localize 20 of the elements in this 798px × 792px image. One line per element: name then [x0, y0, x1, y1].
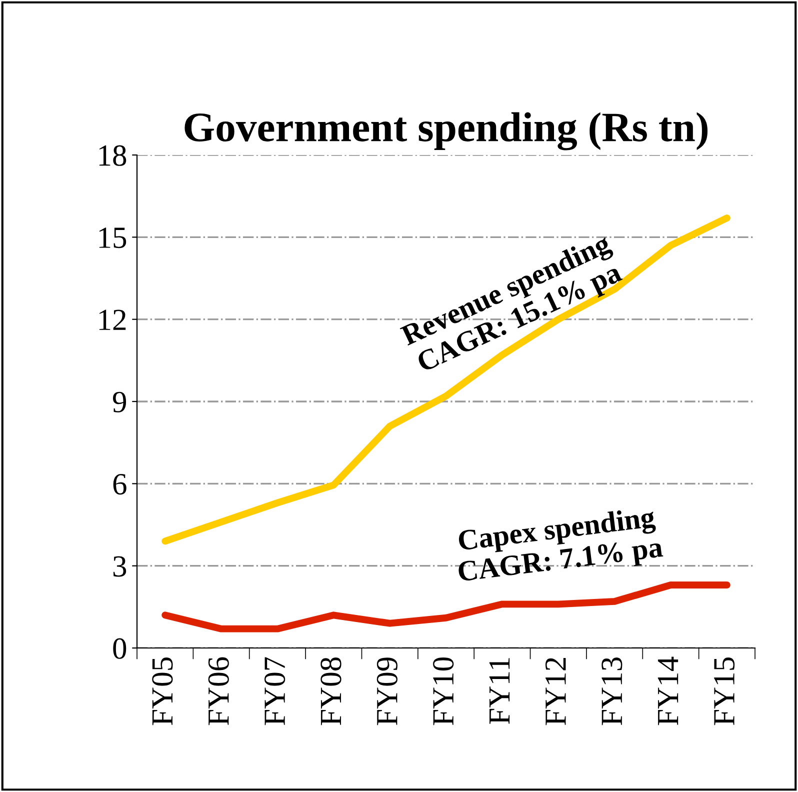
x-tick-label: FY11: [489, 658, 510, 724]
x-tick-label: FY13: [602, 658, 622, 726]
y-tick-label: 6: [113, 474, 126, 495]
x-tick-label: FY08: [320, 657, 342, 726]
chart-title: Government spending (Rs tn): [184, 112, 708, 150]
y-tick-label: 18: [99, 145, 126, 166]
y-tick-label: 9: [112, 392, 126, 412]
x-tick-label: FY05: [152, 658, 173, 726]
x-tick-label: FY14: [658, 656, 678, 726]
y-tick-label: 3: [113, 556, 126, 577]
y-tick-label: 0: [113, 638, 126, 659]
y-tick-label: 12: [99, 310, 126, 330]
annotation: Capex spending CAGR: 7.1% pa: [458, 506, 664, 588]
x-tick-label: FY12: [545, 658, 566, 726]
x-tick-label: FY10: [433, 657, 454, 726]
y-tick-label: 15: [99, 228, 126, 248]
x-tick-label: FY07: [264, 657, 286, 726]
x-tick-label: FY06: [208, 657, 229, 726]
x-tick-label: FY15: [714, 658, 735, 726]
x-tick-label: FY09: [376, 658, 398, 726]
